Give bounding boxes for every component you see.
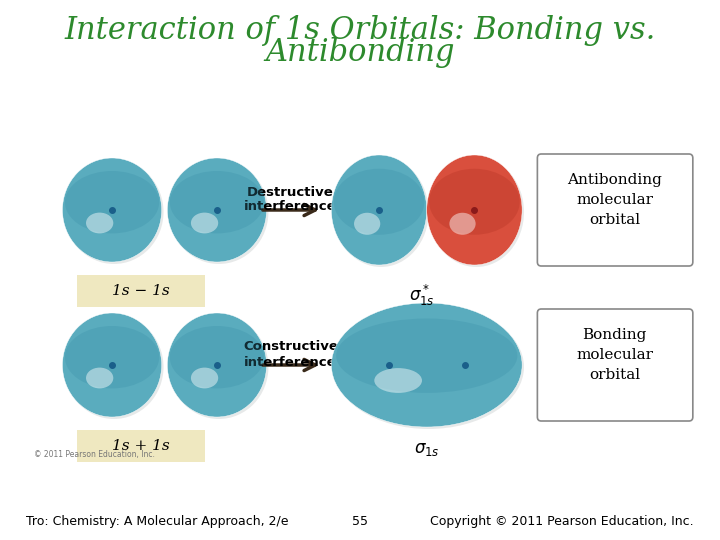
Ellipse shape [374, 368, 422, 393]
Text: Antibonding: Antibonding [265, 37, 455, 69]
Ellipse shape [334, 168, 424, 235]
Ellipse shape [64, 160, 163, 264]
Text: 1s + 1s: 1s + 1s [112, 439, 169, 453]
Text: Copyright © 2011 Pearson Education, Inc.: Copyright © 2011 Pearson Education, Inc. [430, 515, 694, 528]
Text: Bonding: Bonding [582, 328, 647, 342]
Ellipse shape [449, 213, 476, 235]
Ellipse shape [427, 155, 522, 265]
Ellipse shape [191, 213, 218, 233]
Ellipse shape [333, 157, 428, 267]
Text: Destructive: Destructive [247, 186, 334, 199]
Ellipse shape [167, 158, 266, 262]
Ellipse shape [170, 171, 264, 233]
Ellipse shape [428, 157, 524, 267]
FancyBboxPatch shape [77, 430, 204, 462]
Ellipse shape [429, 168, 520, 235]
FancyBboxPatch shape [537, 309, 693, 421]
Ellipse shape [169, 160, 269, 264]
Text: Antibonding: Antibonding [567, 173, 662, 187]
Ellipse shape [354, 213, 380, 235]
Ellipse shape [169, 315, 269, 419]
Text: interference: interference [244, 355, 337, 368]
FancyBboxPatch shape [537, 154, 693, 266]
Text: Constructive: Constructive [243, 341, 338, 354]
Text: $\sigma^*_{1s}$: $\sigma^*_{1s}$ [409, 282, 435, 308]
Ellipse shape [86, 213, 113, 233]
Text: orbital: orbital [589, 213, 640, 227]
Text: molecular: molecular [576, 348, 653, 362]
Ellipse shape [65, 326, 159, 388]
Text: 55: 55 [352, 515, 368, 528]
FancyBboxPatch shape [77, 275, 204, 307]
Ellipse shape [167, 313, 266, 417]
Ellipse shape [331, 303, 522, 427]
Ellipse shape [64, 315, 163, 419]
Text: interference: interference [244, 200, 337, 213]
Text: 1s − 1s: 1s − 1s [112, 284, 169, 298]
Text: Tro: Chemistry: A Molecular Approach, 2/e: Tro: Chemistry: A Molecular Approach, 2/… [26, 515, 289, 528]
Ellipse shape [86, 368, 113, 388]
Ellipse shape [331, 155, 427, 265]
Ellipse shape [333, 305, 524, 429]
Ellipse shape [336, 319, 518, 393]
Text: © 2011 Pearson Education, Inc.: © 2011 Pearson Education, Inc. [34, 450, 155, 460]
Ellipse shape [63, 313, 162, 417]
Ellipse shape [191, 368, 218, 388]
Ellipse shape [65, 171, 159, 233]
Ellipse shape [63, 158, 162, 262]
Text: orbital: orbital [589, 368, 640, 382]
Text: $\sigma_{1s}$: $\sigma_{1s}$ [414, 442, 440, 458]
Text: molecular: molecular [576, 193, 653, 207]
Text: Interaction of 1s Orbitals: Bonding vs.: Interaction of 1s Orbitals: Bonding vs. [64, 15, 656, 45]
Ellipse shape [170, 326, 264, 388]
